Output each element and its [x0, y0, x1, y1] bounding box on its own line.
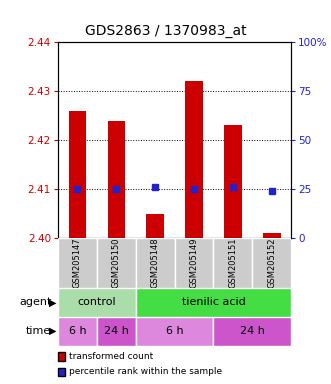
Bar: [224, 126, 242, 238]
Text: transformed count: transformed count: [69, 352, 153, 361]
Bar: [213, 238, 252, 288]
Text: time: time: [26, 326, 51, 336]
Text: GSM205147: GSM205147: [73, 238, 82, 288]
Text: GSM205149: GSM205149: [190, 238, 199, 288]
Text: percentile rank within the sample: percentile rank within the sample: [69, 367, 222, 376]
Bar: [146, 214, 164, 238]
Text: ▶: ▶: [49, 326, 56, 336]
Bar: [263, 233, 281, 238]
Bar: [213, 317, 291, 346]
Bar: [108, 121, 125, 238]
Bar: [97, 238, 136, 288]
Bar: [185, 81, 203, 238]
Bar: [136, 317, 213, 346]
Text: ▶: ▶: [49, 297, 56, 308]
Bar: [58, 288, 136, 317]
Bar: [97, 317, 136, 346]
Text: GDS2863 / 1370983_at: GDS2863 / 1370983_at: [85, 24, 246, 38]
Bar: [252, 238, 291, 288]
Text: GSM205148: GSM205148: [151, 238, 160, 288]
Bar: [136, 238, 174, 288]
Text: tienilic acid: tienilic acid: [182, 297, 245, 308]
Bar: [58, 238, 97, 288]
Bar: [174, 238, 213, 288]
Bar: [58, 317, 97, 346]
Text: GSM205150: GSM205150: [112, 238, 121, 288]
Text: GSM205151: GSM205151: [228, 238, 237, 288]
Text: agent: agent: [19, 297, 51, 308]
Text: 6 h: 6 h: [69, 326, 86, 336]
Bar: [136, 288, 291, 317]
Text: 24 h: 24 h: [240, 326, 265, 336]
Text: 24 h: 24 h: [104, 326, 129, 336]
Text: GSM205152: GSM205152: [267, 238, 276, 288]
Bar: [69, 111, 86, 238]
Text: 6 h: 6 h: [166, 326, 183, 336]
Text: control: control: [77, 297, 116, 308]
